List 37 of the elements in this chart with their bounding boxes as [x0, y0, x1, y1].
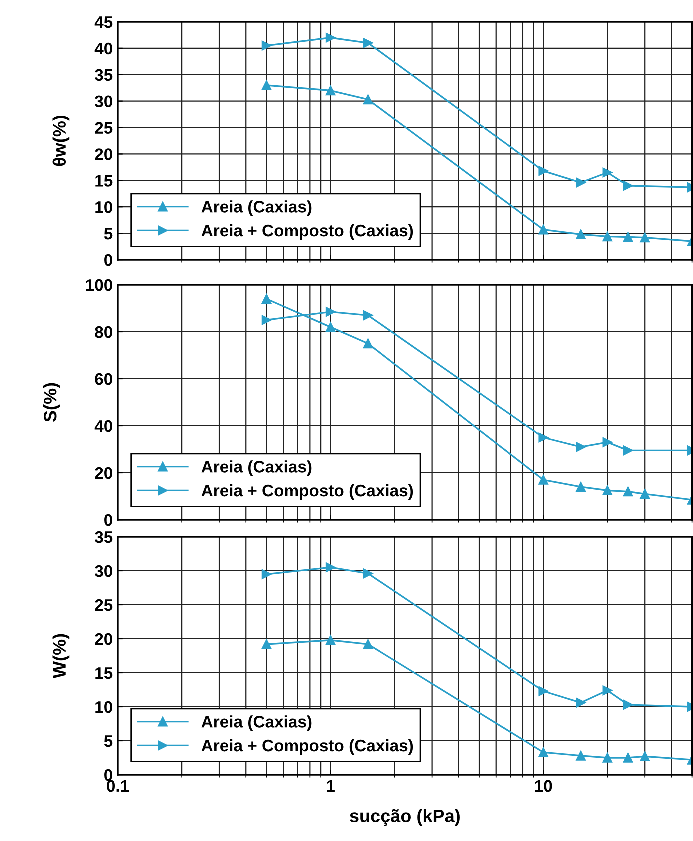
x-tick-label: 10	[535, 780, 552, 792]
y-axis-title: W(%)	[52, 634, 70, 679]
y-tick-label: 20	[95, 633, 112, 646]
y-axis-title: S(%)	[44, 383, 60, 422]
legend-label: Areia (Caxias)	[202, 460, 312, 476]
legend-label: Areia + Composto (Caxias)	[202, 224, 414, 240]
y-tick-label: 15	[96, 668, 113, 680]
y-tick-label: 35	[94, 531, 113, 544]
y-tick-label: 5	[104, 736, 113, 748]
y-tick-label: 100	[86, 279, 112, 292]
y-tick-label: 30	[94, 96, 112, 108]
y-tick-label: 25	[95, 599, 113, 612]
y-tick-label: 80	[95, 326, 112, 338]
legend-label: Areia (Caxias)	[202, 200, 312, 216]
y-tick-label: 35	[94, 69, 113, 82]
y-tick-label: 5	[104, 228, 113, 240]
x-axis-title: sucção (kPa)	[350, 809, 460, 826]
y-tick-label: 30	[94, 565, 112, 578]
y-tick-label: 0	[104, 514, 112, 526]
y-tick-label: 0	[104, 769, 112, 782]
y-tick-label: 15	[96, 175, 113, 187]
y-tick-label: 10	[96, 202, 112, 214]
legend-label: Areia + Composto (Caxias)	[202, 484, 414, 500]
y-tick-label: 10	[96, 701, 112, 714]
y-tick-label: 60	[95, 373, 112, 386]
y-axis-title: θw(%)	[52, 116, 70, 166]
x-tick-label: 1	[327, 780, 335, 792]
y-tick-label: 40	[94, 42, 112, 55]
y-tick-label: 25	[95, 122, 113, 134]
x-tick-label: 0.1	[107, 780, 130, 792]
legend-label: Areia (Caxias)	[202, 716, 312, 732]
y-tick-label: 45	[94, 16, 113, 28]
y-tick-label: 0	[104, 254, 112, 266]
y-tick-label: 20	[95, 148, 112, 160]
y-tick-label: 40	[94, 420, 112, 432]
legend-label: Areia + Composto (Caxias)	[202, 739, 414, 755]
y-tick-label: 20	[95, 467, 112, 480]
